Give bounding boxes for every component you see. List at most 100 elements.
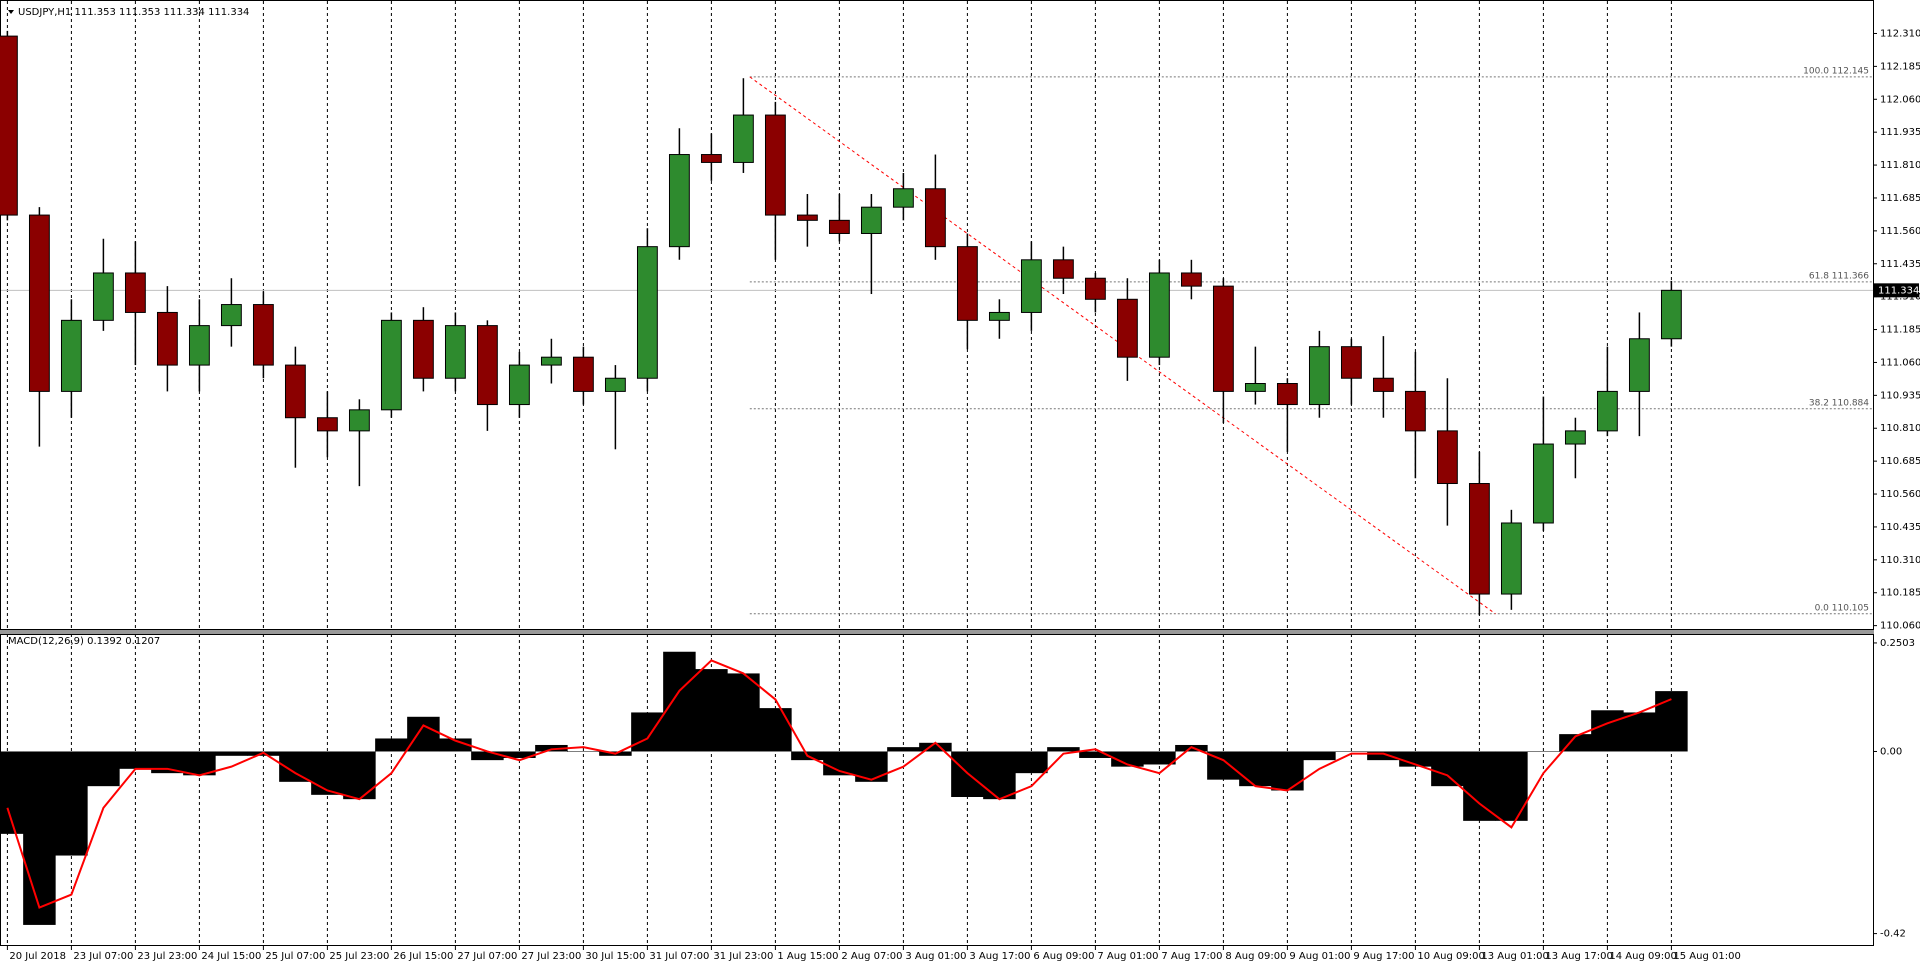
macd-bar — [1111, 751, 1144, 767]
macd-bar — [631, 712, 664, 752]
current-price-box — [1873, 283, 1919, 298]
y-tick-label: 110.435 — [1880, 522, 1920, 533]
macd-bar — [823, 751, 856, 776]
x-tick-label: 13 Aug 17:00 — [1545, 951, 1612, 962]
candle-body — [1500, 522, 1522, 595]
y-tick-label: 110.685 — [1880, 456, 1920, 467]
macd-bar — [887, 747, 920, 752]
y-tick-label: 112.185 — [1880, 61, 1920, 72]
macd-bar — [1495, 751, 1528, 821]
candle-body — [444, 325, 466, 379]
y-tick-label: 111.435 — [1880, 259, 1920, 270]
candle-body — [1628, 338, 1650, 392]
macd-bar — [1399, 751, 1432, 767]
macd-bar — [1335, 751, 1368, 752]
macd-bar — [759, 708, 792, 752]
candle-body — [1148, 272, 1170, 358]
x-tick-label: 1 Aug 15:00 — [777, 951, 838, 962]
candle-body — [156, 311, 178, 366]
candle-body — [188, 325, 210, 366]
x-tick-label: 13 Aug 01:00 — [1481, 951, 1548, 962]
candle-body — [412, 319, 434, 379]
x-tick-label: 7 Aug 17:00 — [1161, 951, 1222, 962]
y-tick-label: 111.685 — [1880, 193, 1920, 204]
macd-frame — [0, 634, 1874, 946]
candle-body — [1276, 383, 1298, 406]
candle-body — [1436, 430, 1458, 485]
fib-label: 38.2 110.884 — [1809, 398, 1869, 408]
macd-bar — [183, 751, 216, 776]
y-tick-label: 111.185 — [1880, 325, 1920, 336]
x-tick-label: 30 Jul 15:00 — [585, 951, 645, 962]
candle-body — [1084, 277, 1106, 300]
candle-body — [604, 377, 626, 392]
candle-body — [572, 356, 594, 392]
macd-bar — [119, 751, 152, 769]
candle-body — [1564, 430, 1586, 445]
macd-bar — [1015, 751, 1048, 774]
macd-bar — [1527, 751, 1560, 752]
x-tick-label: 25 Jul 07:00 — [265, 951, 325, 962]
macd-bar — [1367, 751, 1400, 761]
macd-bar — [407, 716, 440, 752]
candle-body — [1180, 272, 1202, 287]
candle-body — [892, 188, 914, 208]
candle-body — [220, 304, 242, 327]
candle-body — [1244, 383, 1266, 392]
candle-body — [1660, 289, 1682, 340]
y-tick-label: 0.2503 — [1880, 638, 1915, 649]
candle-body — [700, 154, 722, 163]
candle-body — [316, 417, 338, 432]
y-tick-label: 111.935 — [1880, 127, 1920, 138]
candle-body — [828, 219, 850, 234]
y-tick-label: 110.935 — [1880, 390, 1920, 401]
macd-bar — [1271, 751, 1304, 791]
macd-bar — [503, 751, 536, 758]
x-tick-label: 3 Aug 17:00 — [969, 951, 1030, 962]
x-tick-label: 24 Jul 15:00 — [201, 951, 261, 962]
y-tick-label: -0.42 — [1880, 929, 1906, 940]
macd-bar — [1431, 751, 1464, 787]
y-tick-label: 111.560 — [1880, 226, 1920, 237]
candle-body — [1372, 377, 1394, 392]
macd-bar — [1463, 751, 1496, 821]
candle-body — [1052, 259, 1074, 279]
macd-bar — [1623, 712, 1656, 752]
candle-body — [764, 114, 786, 216]
x-tick-label: 3 Aug 01:00 — [905, 951, 966, 962]
x-tick-label: 9 Aug 01:00 — [1289, 951, 1350, 962]
macd-bar — [1143, 751, 1176, 765]
macd-bar — [1591, 710, 1624, 752]
macd-bar — [439, 738, 472, 752]
macd-bar — [23, 751, 56, 925]
macd-bar — [727, 673, 760, 752]
signal-line — [6, 659, 1672, 909]
macd-bar — [983, 751, 1016, 800]
macd-title: MACD(12,26,9) 0.1392 0.1207 — [8, 636, 160, 647]
macd-bar — [1047, 747, 1080, 752]
candle-body — [732, 114, 754, 163]
macd-bar — [375, 738, 408, 752]
macd-bar — [151, 751, 184, 774]
fib-label: 100.0 112.145 — [1803, 66, 1869, 76]
candle-body — [1340, 346, 1362, 379]
candle-body — [1212, 285, 1234, 392]
candle-body — [1468, 483, 1490, 595]
macd-bar — [343, 751, 376, 800]
x-tick-label: 27 Jul 07:00 — [457, 951, 517, 962]
candle-body — [1308, 346, 1330, 406]
macd-bar — [0, 751, 24, 834]
y-tick-label: 110.185 — [1880, 588, 1920, 599]
x-tick-label: 10 Aug 09:00 — [1417, 951, 1484, 962]
panel-separator — [0, 630, 1874, 634]
candle-body — [988, 311, 1010, 321]
x-tick-label: 2 Aug 07:00 — [841, 951, 902, 962]
chart-title: USDJPY,H1 111.353 111.353 111.334 111.33… — [18, 7, 249, 18]
fib-label: 0.0 110.105 — [1815, 603, 1869, 613]
macd-bar — [567, 751, 600, 752]
x-tick-label: 31 Jul 07:00 — [649, 951, 709, 962]
x-tick-label: 6 Aug 09:00 — [1033, 951, 1094, 962]
candle-body — [284, 364, 306, 419]
